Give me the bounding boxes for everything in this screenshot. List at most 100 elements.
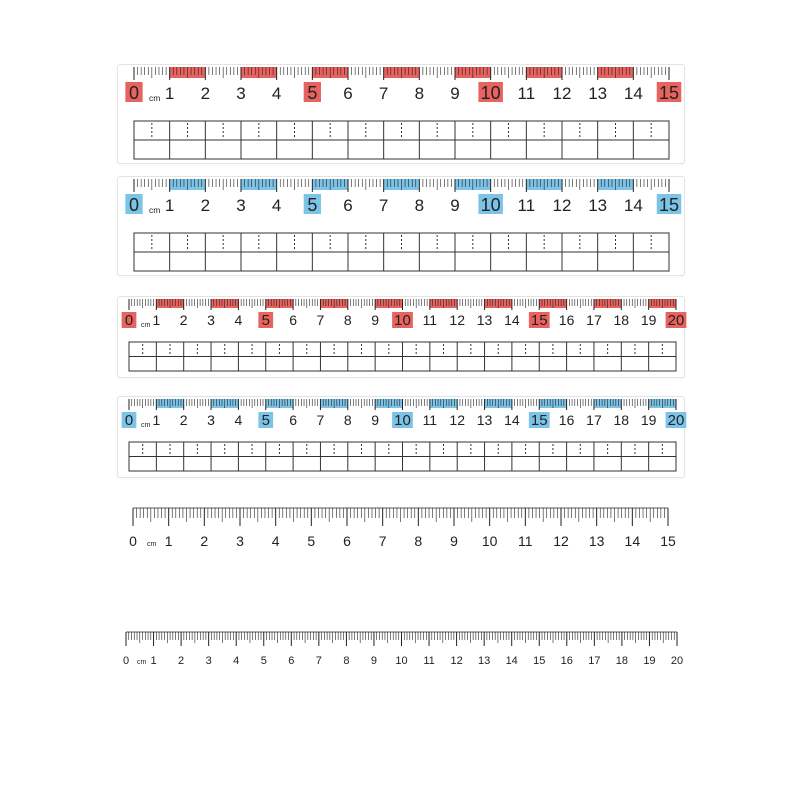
ruler-number: 10	[394, 312, 411, 329]
ruler-20cm-red: 0 cm 1 2 3 4 5 6 7 8 9 10 11 12 13 14 15 16 17 18 19 20	[117, 296, 687, 378]
ruler-number: 14	[504, 312, 520, 328]
ruler-number: 6	[289, 412, 297, 428]
ruler-number: 2	[180, 312, 188, 328]
ruler-number: 0	[129, 533, 137, 549]
ruler-number: 13	[588, 84, 607, 103]
ruler-number: 12	[450, 655, 462, 667]
ruler-number: 8	[344, 412, 352, 428]
number-highlight-box	[528, 412, 550, 428]
ruler-number: 13	[589, 533, 605, 549]
ruler-number: 5	[262, 312, 270, 329]
ruler-number: 8	[415, 84, 424, 103]
ruler-number: 12	[449, 312, 465, 328]
ruler-number: 17	[586, 412, 602, 428]
ruler-20cm-blue-drawing: 0 cm 1 2 3 4 5 6 7 8 9 10 11 12 13 14 15 16 17 18 19 20	[121, 399, 687, 472]
ruler-number: 16	[559, 312, 575, 328]
number-highlight-box	[528, 312, 550, 328]
ruler-number: 1	[152, 412, 160, 428]
ruler-number: 6	[343, 533, 351, 549]
ruler-20cm-plain: 0 cm 1 2 3 4 5 6 7 8 9 10 11 12 13 14 15 16 17 18 19 20	[117, 626, 685, 670]
ruler-number: 10	[482, 533, 498, 549]
unit-label: cm	[141, 422, 151, 429]
ruler-number: 13	[478, 655, 490, 667]
ruler-number: 3	[207, 312, 215, 328]
ruler-number: 10	[394, 412, 411, 429]
ruler-number: 16	[561, 655, 573, 667]
number-highlight-box	[656, 194, 682, 214]
ruler-number: 15	[533, 655, 545, 667]
ruler-number: 2	[180, 412, 188, 428]
ruler-number: 19	[641, 312, 657, 328]
ruler-number: 18	[616, 655, 628, 667]
ruler-20cm-red-drawing: 0 cm 1 2 3 4 5 6 7 8 9 10 11 12 13 14 15 16 17 18 19 20	[121, 299, 687, 372]
ruler-number: 11	[423, 655, 434, 667]
ruler-number: 18	[614, 412, 630, 428]
ruler-number: 0	[125, 412, 133, 429]
ruler-number: 17	[586, 312, 602, 328]
ruler-number: 20	[668, 412, 685, 429]
ruler-15cm-red-drawing: 0 cm 1 2 3 4 5 6 7 8 9 10 11 12 13 14 15	[125, 67, 682, 160]
unit-label: cm	[149, 205, 160, 215]
ruler-number: 8	[344, 312, 352, 328]
ruler-number: 11	[423, 412, 438, 428]
ruler-number: 19	[641, 412, 657, 428]
number-highlight-box	[665, 312, 687, 328]
ruler-number: 13	[588, 196, 607, 215]
ruler-number: 5	[307, 533, 315, 549]
ruler-15cm-blue-drawing: 0 cm 1 2 3 4 5 6 7 8 9 10 11 12 13 14 15	[125, 179, 682, 272]
ruler-number: 5	[307, 195, 317, 215]
ruler-number: 3	[236, 196, 245, 215]
ruler-number: 6	[343, 196, 352, 215]
ruler-number: 1	[165, 533, 173, 549]
ruler-number: 4	[235, 412, 243, 428]
unit-label: cm	[141, 322, 151, 329]
ruler-number: 12	[449, 412, 465, 428]
ruler-number: 19	[643, 655, 655, 667]
number-highlight-box	[303, 194, 321, 214]
ruler-number: 1	[150, 655, 156, 667]
ruler-number: 6	[343, 84, 352, 103]
ruler-number: 8	[343, 655, 349, 667]
ruler-number: 9	[450, 533, 458, 549]
ruler-number: 15	[659, 83, 679, 103]
ruler-number: 1	[152, 312, 160, 328]
ruler-15cm-red: 0 cm 1 2 3 4 5 6 7 8 9 10 11 12 13 14 15	[117, 64, 685, 164]
number-highlight-box	[125, 82, 143, 102]
ruler-number: 7	[317, 312, 325, 328]
number-highlight-box	[478, 82, 503, 102]
ruler-number: 18	[614, 312, 630, 328]
ruler-number: 11	[518, 196, 536, 215]
ruler-number: 4	[272, 196, 281, 215]
ruler-number: 16	[559, 412, 575, 428]
ruler-number: 2	[201, 84, 210, 103]
ruler-number: 11	[518, 84, 536, 103]
number-highlight-box	[665, 412, 687, 428]
ruler-number: 4	[233, 655, 239, 667]
ruler-number: 0	[123, 655, 129, 667]
ruler-number: 15	[531, 312, 548, 329]
ruler-number: 15	[659, 195, 679, 215]
ruler-number: 14	[506, 655, 518, 667]
ruler-number: 1	[165, 84, 174, 103]
number-highlight-box	[392, 312, 413, 328]
ruler-number: 0	[125, 312, 133, 329]
ruler-number: 1	[165, 196, 174, 215]
ruler-number: 14	[624, 196, 643, 215]
ruler-number: 7	[379, 533, 387, 549]
number-highlight-box	[656, 82, 682, 102]
ruler-number: 2	[178, 655, 184, 667]
ruler-number: 3	[207, 412, 215, 428]
ruler-number: 11	[518, 533, 533, 549]
ruler-number: 7	[379, 196, 388, 215]
ruler-number: 17	[588, 655, 600, 667]
ruler-number: 14	[624, 84, 643, 103]
ruler-number: 0	[129, 195, 139, 215]
ruler-number: 14	[625, 533, 641, 549]
unit-label: cm	[149, 93, 160, 103]
ruler-number: 20	[668, 312, 685, 329]
number-highlight-box	[478, 194, 503, 214]
ruler-number: 10	[481, 195, 501, 215]
ruler-number: 5	[262, 412, 270, 429]
ruler-number: 9	[371, 655, 377, 667]
unit-label: cm	[137, 659, 147, 666]
